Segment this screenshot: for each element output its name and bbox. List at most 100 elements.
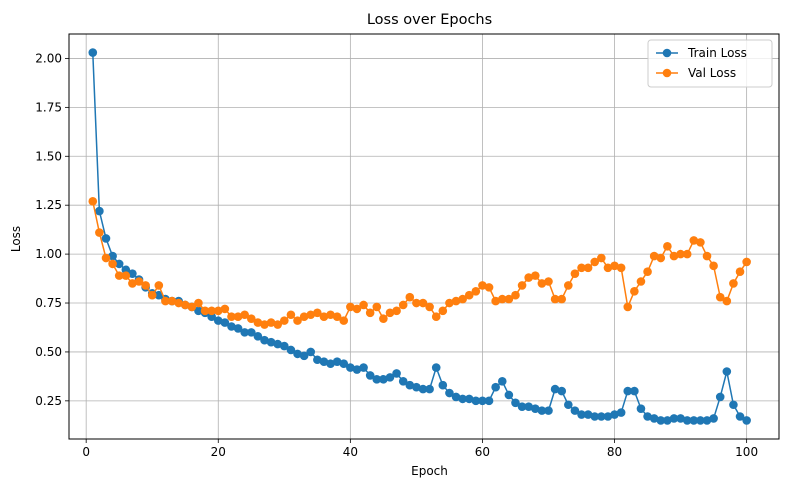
train-loss-point	[550, 384, 560, 394]
train-loss-point	[227, 322, 236, 331]
x-tick-label: 20	[211, 445, 226, 459]
val-loss-point	[88, 196, 98, 206]
val-loss-point	[346, 302, 355, 312]
val-loss-point	[689, 236, 699, 245]
val-loss-point	[550, 294, 560, 304]
val-loss-point	[114, 271, 124, 280]
val-loss-point	[213, 306, 223, 316]
train-loss-point	[451, 392, 461, 402]
train-loss-point	[253, 331, 263, 341]
x-axis-label: Epoch	[411, 464, 448, 478]
val-loss-point	[570, 269, 580, 278]
val-loss-point	[313, 308, 322, 318]
train-loss-point	[108, 251, 117, 261]
train-loss-point	[319, 357, 329, 367]
val-loss-point	[517, 281, 527, 290]
train-loss-point	[689, 416, 699, 425]
train-loss-point	[636, 404, 646, 413]
val-loss-point	[306, 310, 316, 320]
val-loss-point	[610, 261, 619, 271]
val-loss-point	[735, 267, 745, 277]
val-loss-point	[260, 320, 269, 329]
val-loss-point	[478, 281, 487, 290]
val-loss-point	[207, 306, 216, 316]
train-loss-point	[313, 355, 322, 365]
train-loss-point	[643, 412, 652, 421]
train-loss-point	[286, 345, 296, 355]
train-loss-point	[385, 373, 395, 382]
val-loss-point	[491, 296, 500, 306]
val-loss-point	[630, 286, 639, 296]
val-loss-point	[412, 298, 421, 308]
legend-box	[647, 39, 773, 88]
val-loss-point	[246, 314, 256, 323]
val-loss-point	[167, 296, 177, 306]
train-loss-point	[656, 416, 666, 425]
val-loss-point	[590, 257, 600, 267]
train-loss-point	[445, 388, 454, 398]
train-loss-point	[715, 392, 725, 402]
y-axis-label: Loss	[9, 226, 23, 252]
val-loss-point	[240, 310, 249, 320]
legend: Train Loss Val Loss	[647, 39, 773, 88]
train-loss-point	[491, 382, 500, 392]
train-loss-point	[425, 384, 434, 394]
val-loss-point	[524, 273, 533, 282]
val-loss-point	[405, 292, 415, 302]
val-loss-point	[398, 300, 408, 310]
train-loss-point	[240, 328, 249, 337]
val-loss-point	[121, 271, 131, 280]
val-loss-point	[530, 271, 540, 280]
val-loss-point	[709, 261, 718, 271]
legend-label: Val Loss	[688, 66, 736, 80]
train-loss-point	[339, 359, 349, 368]
val-loss-point	[253, 318, 263, 327]
train-loss-point	[346, 363, 355, 372]
val-loss-point	[161, 296, 170, 306]
train-loss-point	[484, 396, 494, 406]
train-loss-point	[630, 386, 639, 396]
val-loss-point	[154, 281, 164, 290]
train-loss-point	[246, 328, 256, 337]
val-loss-point	[147, 290, 157, 300]
val-loss-point	[438, 306, 448, 316]
train-loss-point	[95, 206, 104, 216]
val-loss-point	[365, 308, 375, 318]
val-loss-point	[722, 296, 732, 306]
val-loss-point	[141, 281, 150, 290]
val-loss-point	[537, 279, 547, 288]
val-loss-point	[451, 296, 461, 306]
train-loss-point	[702, 416, 712, 425]
val-loss-point	[194, 298, 203, 308]
y-tick-label: 0.50	[35, 345, 62, 359]
val-loss-point	[332, 312, 342, 322]
train-loss-point	[663, 416, 672, 425]
val-loss-point	[372, 302, 382, 312]
val-loss-point	[636, 277, 646, 286]
train-loss-point	[603, 412, 613, 421]
legend-label: Train Loss	[687, 46, 747, 60]
train-loss-point	[682, 416, 692, 425]
val-loss-point	[339, 316, 349, 325]
x-tick-label: 80	[607, 445, 622, 459]
val-loss-point	[497, 294, 507, 304]
legend-marker	[662, 48, 672, 58]
train-loss-point	[616, 408, 626, 417]
train-loss-point	[623, 386, 633, 396]
val-loss-point	[299, 312, 309, 322]
val-loss-point	[180, 300, 190, 310]
train-loss-point	[709, 414, 718, 423]
val-loss-point	[200, 306, 210, 316]
val-loss-point	[729, 279, 738, 288]
train-loss-point	[88, 48, 98, 57]
val-loss-point	[108, 259, 117, 269]
val-loss-point	[564, 281, 573, 290]
series-train-loss	[88, 48, 751, 425]
val-loss-point	[715, 292, 725, 302]
x-tick-label: 40	[343, 445, 358, 459]
train-loss-point	[306, 347, 316, 357]
val-loss-point	[656, 253, 666, 263]
train-loss-point	[676, 414, 685, 423]
train-loss-point	[504, 390, 514, 400]
train-loss-point	[359, 363, 368, 372]
